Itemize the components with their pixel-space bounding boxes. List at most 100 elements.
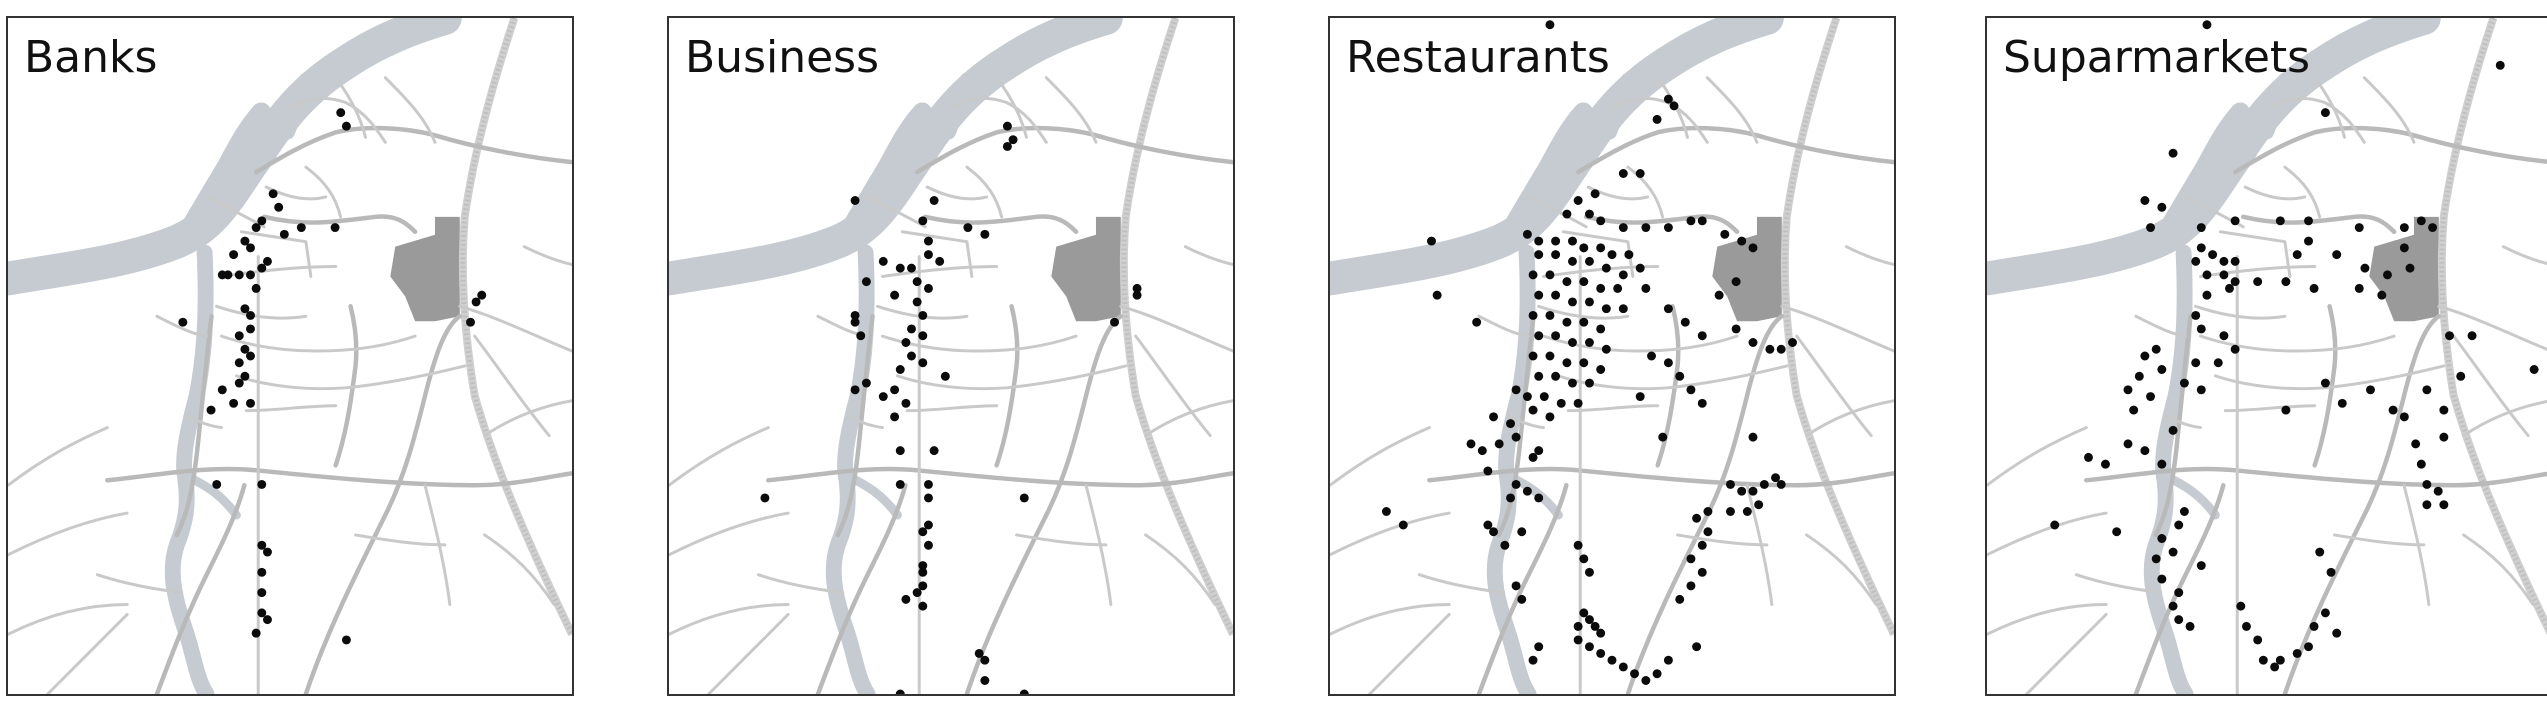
- poi-marker: [850, 196, 860, 205]
- road-line: [1330, 426, 1431, 487]
- poi-marker: [1697, 398, 1707, 408]
- road-line: [1144, 533, 1217, 607]
- poi-marker: [1737, 236, 1747, 246]
- poi-marker: [2304, 216, 2313, 226]
- poi-marker: [2382, 270, 2392, 280]
- poi-marker: [1652, 669, 1662, 679]
- poi-marker: [1748, 486, 1758, 496]
- road-line: [483, 533, 556, 607]
- poi-marker: [1110, 317, 1120, 327]
- road-line: [756, 573, 845, 595]
- poi-marker: [257, 567, 267, 577]
- poi-marker: [895, 689, 905, 694]
- poi-marker: [2428, 223, 2438, 233]
- road-line: [483, 399, 572, 438]
- poi-marker: [1556, 398, 1566, 408]
- poi-marker: [2439, 405, 2449, 415]
- poi-marker: [1596, 324, 1606, 334]
- poi-marker: [2422, 500, 2432, 510]
- poi-marker: [1686, 385, 1696, 395]
- main-road-line: [2153, 313, 2193, 538]
- poi-marker: [2123, 385, 2133, 395]
- poi-marker: [1483, 466, 1493, 476]
- main-road-line: [303, 313, 463, 694]
- poi-marker: [2168, 148, 2178, 158]
- poi-marker: [1596, 283, 1606, 293]
- poi-marker: [890, 412, 900, 422]
- poi-marker: [1551, 371, 1561, 381]
- poi-marker: [850, 317, 860, 327]
- poi-marker: [2292, 250, 2302, 260]
- poi-marker: [1584, 567, 1594, 577]
- poi-marker: [1692, 513, 1702, 523]
- poi-marker: [336, 108, 346, 118]
- panel-title-banks: Banks: [24, 32, 158, 83]
- poi-marker: [1742, 507, 1752, 516]
- road-line: [1626, 165, 1665, 219]
- river-shape: [8, 18, 462, 296]
- poi-marker: [2219, 270, 2229, 280]
- poi-marker: [1663, 304, 1673, 314]
- poi-marker: [1522, 392, 1532, 402]
- poi-marker: [1675, 371, 1685, 381]
- poi-marker: [1647, 351, 1656, 361]
- poi-marker: [1528, 452, 1538, 462]
- road-line: [304, 165, 343, 219]
- poi-marker: [1568, 378, 1577, 388]
- road-line: [1705, 76, 1759, 144]
- poi-marker: [1573, 621, 1583, 631]
- poi-marker: [1381, 507, 1391, 516]
- poi-marker: [2399, 412, 2409, 422]
- poi-marker: [1686, 216, 1696, 226]
- road-line: [1119, 304, 1233, 353]
- poi-marker: [912, 277, 922, 287]
- poi-marker: [1517, 594, 1527, 604]
- poi-marker: [918, 581, 928, 591]
- poi-marker: [257, 588, 267, 598]
- poi-marker: [1641, 283, 1651, 293]
- poi-marker: [923, 236, 933, 246]
- poi-marker: [257, 216, 267, 226]
- main-road-line: [1625, 313, 1785, 694]
- poi-marker: [1573, 540, 1583, 550]
- poi-marker: [2354, 283, 2364, 293]
- poi-marker: [2168, 425, 2178, 435]
- poi-marker: [240, 304, 250, 314]
- poi-marker: [1635, 392, 1645, 402]
- poi-marker: [246, 324, 255, 334]
- poi-marker: [2157, 459, 2167, 469]
- poi-marker: [1714, 290, 1724, 300]
- road-line: [900, 230, 974, 278]
- poi-marker: [923, 250, 933, 260]
- river-shape: [1603, 72, 1635, 140]
- poi-marker: [2202, 20, 2212, 30]
- poi-marker: [2292, 648, 2302, 658]
- poi-marker: [274, 202, 284, 212]
- road-line: [219, 334, 417, 353]
- poi-marker: [1551, 331, 1561, 341]
- poi-markers: [178, 108, 487, 645]
- road-line: [2074, 573, 2163, 595]
- poi-marker: [1607, 655, 1617, 665]
- poi-marker: [1528, 351, 1538, 361]
- poi-marker: [2208, 250, 2218, 260]
- poi-marker: [1511, 385, 1521, 395]
- poi-marker: [895, 263, 905, 273]
- poi-marker: [2168, 601, 2178, 611]
- poi-marker: [2422, 479, 2432, 489]
- poi-marker: [2196, 385, 2206, 395]
- road-line: [8, 511, 129, 557]
- poi-marker: [2219, 331, 2229, 341]
- main-road-line: [922, 214, 1079, 234]
- poi-marker: [2281, 277, 2291, 287]
- poi-marker: [929, 446, 939, 456]
- poi-marker: [861, 277, 871, 287]
- main-road-line: [261, 214, 418, 234]
- poi-marker: [901, 398, 911, 408]
- road-line: [895, 364, 1128, 391]
- road-line: [1805, 399, 1894, 438]
- railway-line: [1780, 18, 1894, 637]
- road-line: [1507, 414, 1545, 430]
- road-line: [880, 334, 1078, 353]
- poi-marker: [2191, 358, 2201, 368]
